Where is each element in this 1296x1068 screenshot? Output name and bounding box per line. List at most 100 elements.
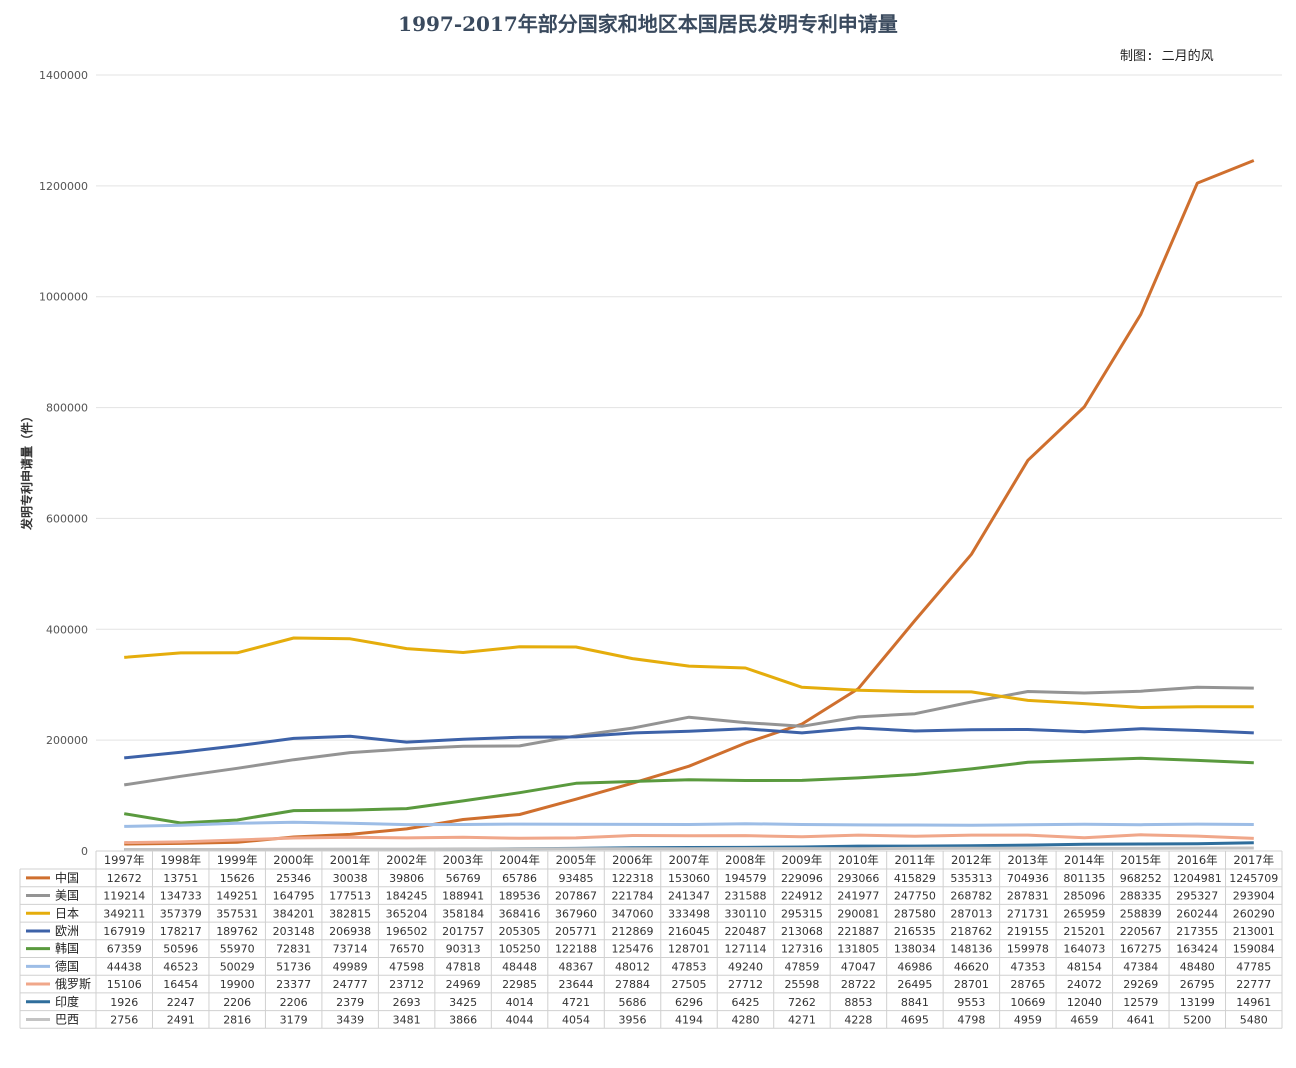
data-cell: 4280 [731,1013,759,1026]
data-cell: 24969 [446,978,481,991]
x-category-label: 2013年 [1007,853,1048,867]
data-cell: 5200 [1183,1013,1211,1026]
data-cell: 134733 [160,890,202,903]
data-cell: 2491 [167,1013,195,1026]
data-cell: 205771 [555,925,597,938]
legend-label: 巴西 [55,1012,79,1026]
data-cell: 55970 [220,943,255,956]
data-cell: 93485 [559,872,594,885]
data-cell: 290081 [837,907,879,920]
data-cell: 217355 [1176,925,1218,938]
data-cell: 704936 [1007,872,1049,885]
data-cell: 65786 [502,872,537,885]
x-category-label: 2014年 [1064,853,1105,867]
data-cell: 205305 [499,925,541,938]
data-cell: 1204981 [1173,872,1222,885]
data-cell: 23644 [559,978,594,991]
data-cell: 382815 [329,907,371,920]
data-cell: 178217 [160,925,202,938]
data-cell: 47047 [841,960,876,973]
y-tick-label: 200000 [46,734,88,747]
data-cell: 4044 [506,1013,534,1026]
data-cell: 288335 [1120,890,1162,903]
data-cell: 46523 [163,960,198,973]
data-cell: 221784 [612,890,654,903]
legend-label: 韩国 [55,941,79,956]
data-cell: 122318 [612,872,654,885]
data-cell: 258839 [1120,907,1162,920]
data-cell: 24777 [333,978,368,991]
data-cell: 293066 [837,872,879,885]
data-cell: 125476 [612,943,654,956]
data-cell: 349211 [103,907,145,920]
data-cell: 4228 [844,1013,872,1026]
data-cell: 347060 [612,907,654,920]
data-cell: 105250 [499,943,541,956]
data-cell: 127114 [724,943,766,956]
data-cell: 231588 [724,890,766,903]
data-cell: 287580 [894,907,936,920]
data-cell: 4054 [562,1013,590,1026]
data-cell: 47353 [1010,960,1045,973]
data-cell: 23377 [276,978,311,991]
data-cell: 2206 [223,996,251,1009]
x-category-label: 2010年 [838,853,879,867]
data-cell: 184245 [386,890,428,903]
data-cell: 203148 [273,925,315,938]
data-cell: 221887 [837,925,879,938]
data-cell: 358184 [442,907,484,920]
x-category-label: 2011年 [895,853,936,867]
data-cell: 25346 [276,872,311,885]
data-cell: 10669 [1010,996,1045,1009]
data-cell: 47785 [1236,960,1271,973]
legend-label: 美国 [55,889,79,903]
data-cell: 260244 [1176,907,1218,920]
data-cell: 368416 [499,907,541,920]
data-cell: 2379 [336,996,364,1009]
data-cell: 48012 [615,960,650,973]
data-cell: 4695 [901,1013,929,1026]
data-cell: 330110 [724,907,766,920]
data-cell: 47853 [672,960,707,973]
data-cell: 188941 [442,890,484,903]
data-cell: 3481 [393,1013,421,1026]
data-cell: 48154 [1067,960,1102,973]
data-cell: 44438 [107,960,142,973]
data-cell: 4194 [675,1013,703,1026]
y-tick-label: 800000 [46,402,88,415]
data-cell: 28701 [954,978,989,991]
data-cell: 47384 [1123,960,1158,973]
data-cell: 4959 [1014,1013,1042,1026]
data-cell: 219155 [1007,925,1049,938]
data-cell: 801135 [1063,872,1105,885]
series-line-韩国 [123,756,1254,825]
data-cell: 27884 [615,978,650,991]
data-cell: 76570 [389,943,424,956]
legend-label: 日本 [55,906,79,920]
data-cell: 49240 [728,960,763,973]
data-cell: 159084 [1233,943,1275,956]
data-cell: 119214 [103,890,145,903]
data-cell: 365204 [386,907,428,920]
data-cell: 28722 [841,978,876,991]
series-line-中国 [124,159,1255,846]
y-tick-label: 600000 [46,512,88,525]
data-cell: 287013 [950,907,992,920]
data-cell: 241347 [668,890,710,903]
x-category-label: 2005年 [556,853,597,867]
data-cell: 6425 [731,996,759,1009]
data-cell: 357531 [216,907,258,920]
series-line-美国 [123,685,1254,787]
data-cell: 48367 [559,960,594,973]
data-cell: 535313 [950,872,992,885]
data-cell: 48480 [1180,960,1215,973]
data-cell: 384201 [273,907,315,920]
data-cell: 164795 [273,890,315,903]
data-cell: 207867 [555,890,597,903]
data-cell: 177513 [329,890,371,903]
chart-credit: 制图: 二月的风 [1120,49,1214,64]
data-cell: 285096 [1063,890,1105,903]
data-cell: 128701 [668,943,710,956]
y-tick-label: 1200000 [39,180,88,193]
